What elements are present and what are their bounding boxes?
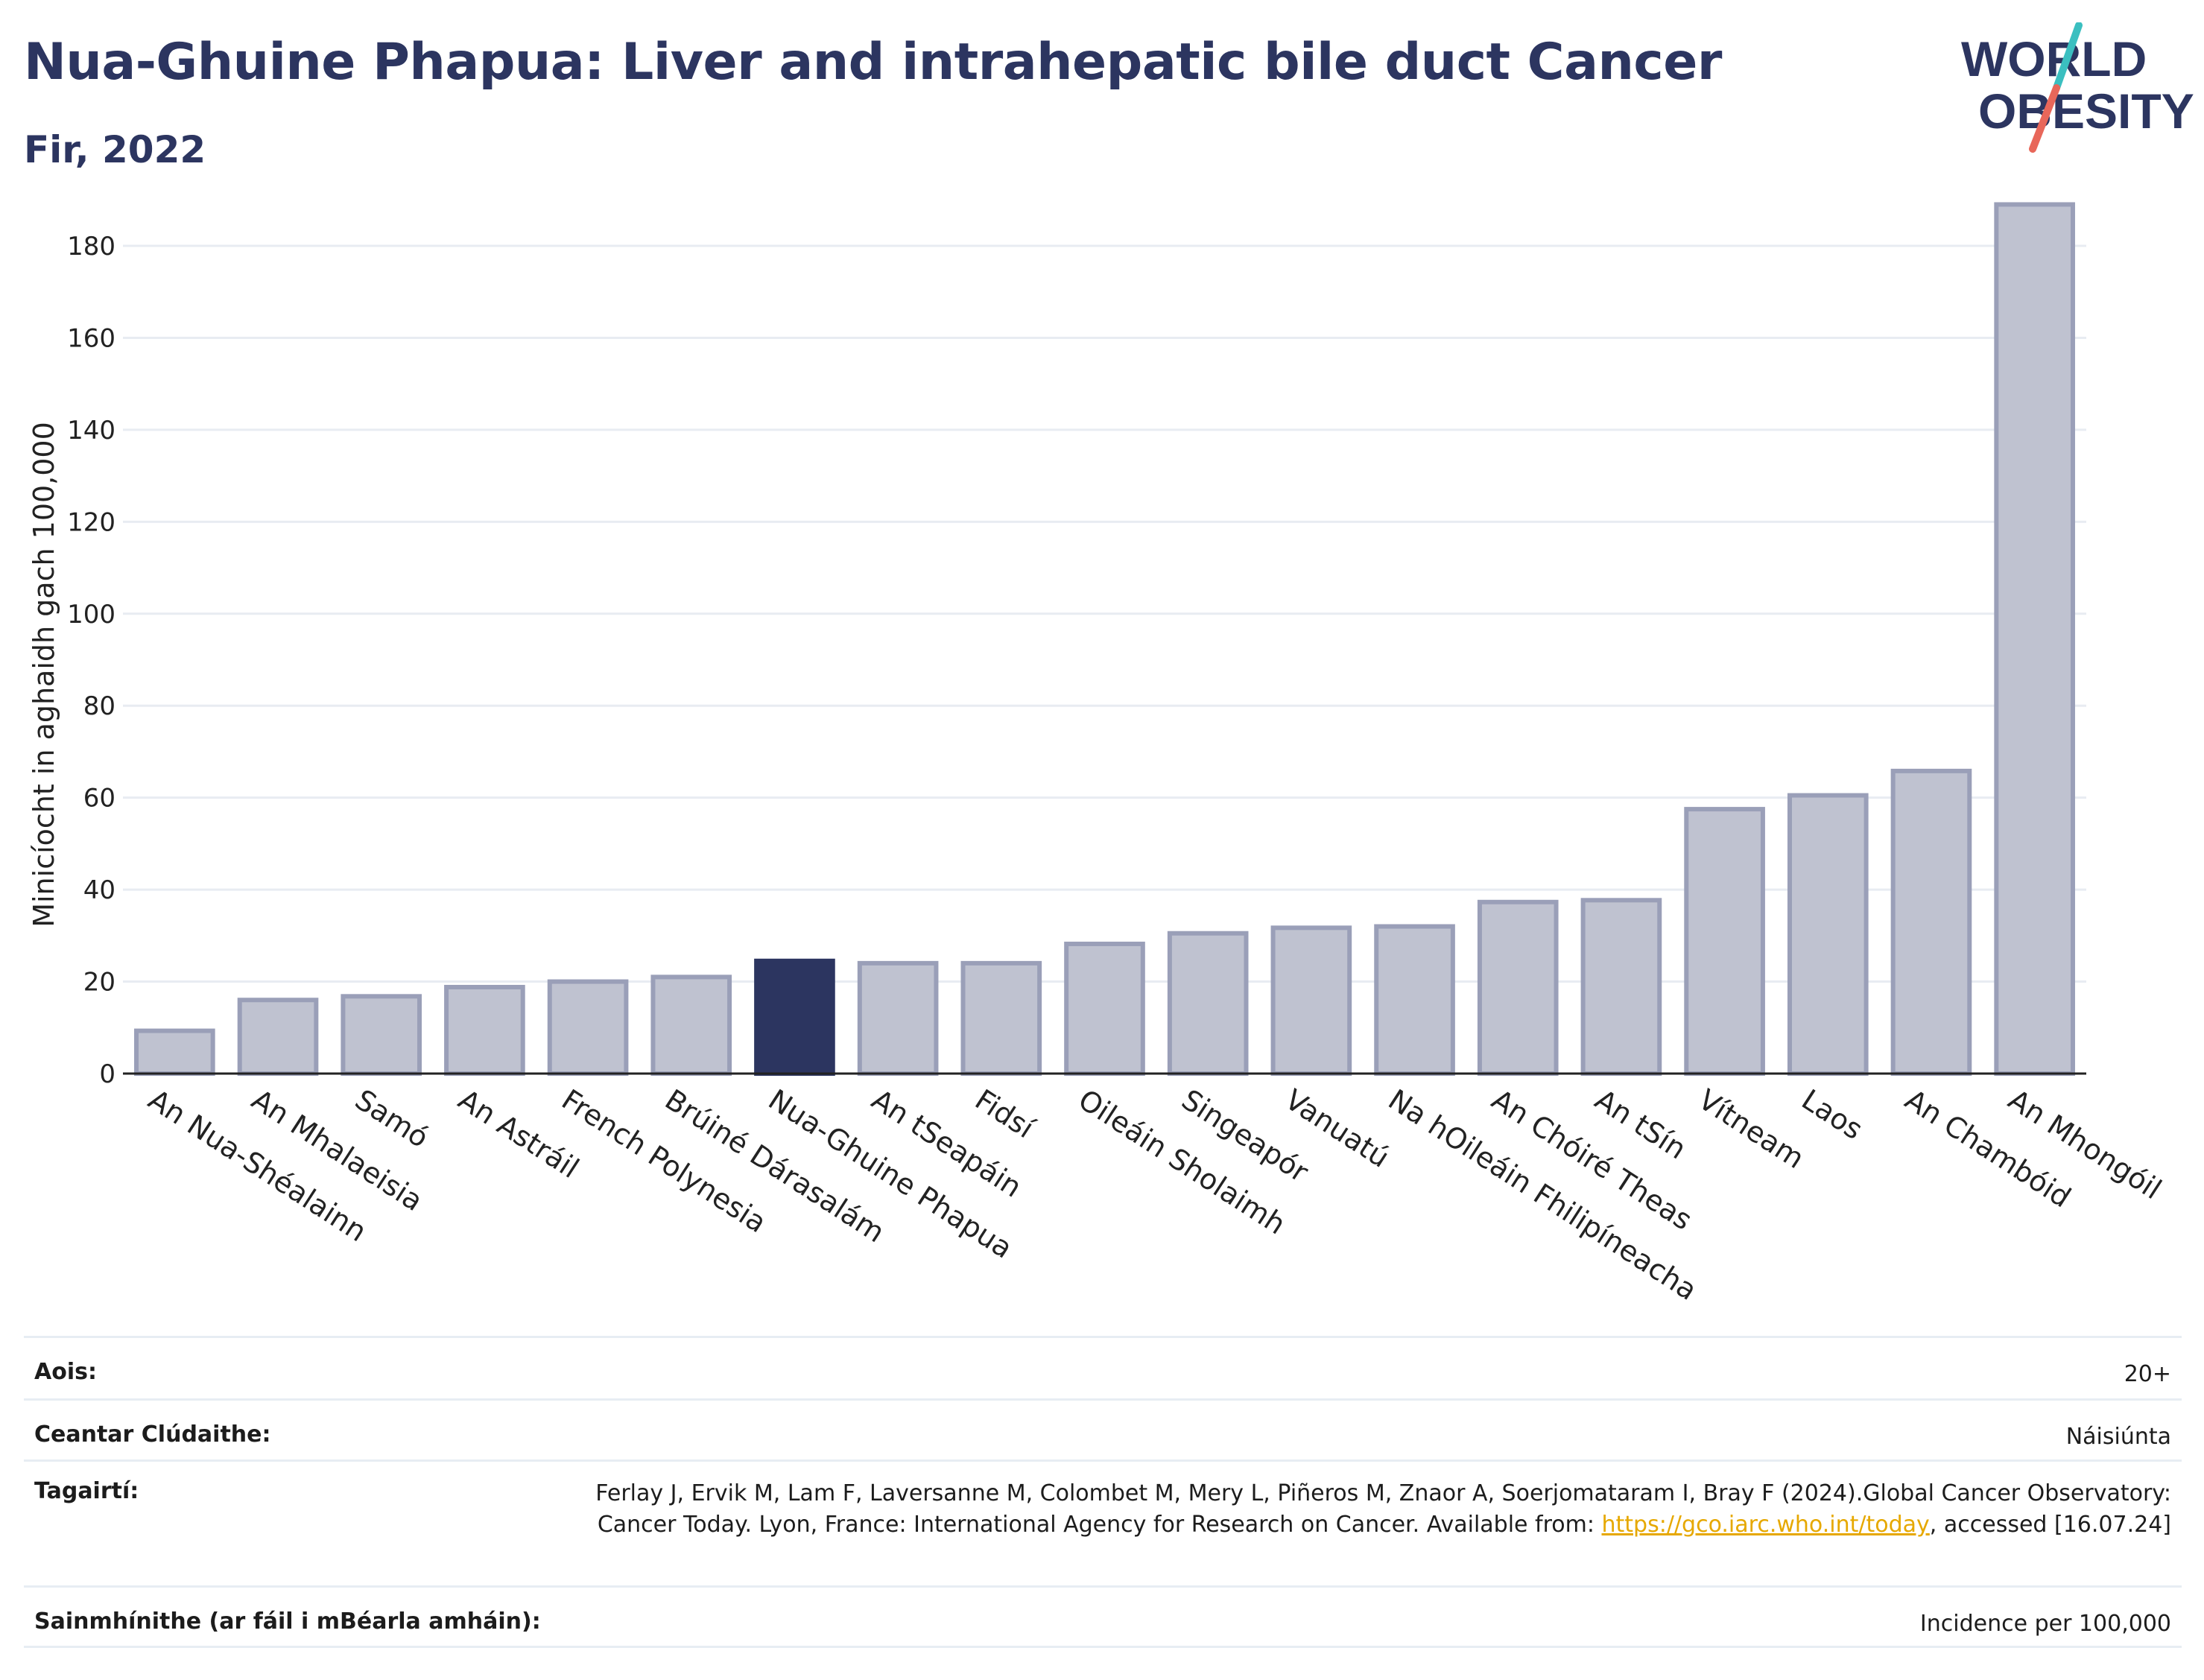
bar (1580, 898, 1662, 1077)
y-axis-label: Minicíocht in aghaidh gach 100,000 (28, 422, 60, 928)
bar (1167, 931, 1249, 1076)
x-tick-label: Vítneam (1693, 1083, 1810, 1176)
bar (1270, 925, 1352, 1077)
x-tick-label: Samó (349, 1083, 434, 1155)
x-tick-label: Laos (1796, 1083, 1868, 1147)
bar (650, 974, 732, 1076)
logo-line1: WORLD (1961, 31, 2147, 86)
bar (1064, 941, 1145, 1077)
meta-key-definitions: Sainmhínithe (ar fáil i mBéarla amháin): (34, 1608, 541, 1635)
meta-value-references: Ferlay J, Ervik M, Lam F, Laversanne M, … (569, 1478, 2171, 1541)
meta-key-references: Tagairtí: (34, 1478, 139, 1504)
y-tick-label: 100 (67, 600, 115, 630)
bar (1684, 807, 1765, 1076)
world-obesity-logo: WORLD OBESITY (1961, 22, 2194, 153)
bar (857, 960, 939, 1077)
bar (444, 984, 525, 1077)
bar (1890, 768, 1972, 1077)
page-title: Nua-Ghuine Phapua: Liver and intrahepati… (24, 33, 1722, 92)
bar (134, 1028, 215, 1077)
bar (341, 994, 422, 1076)
bar (1477, 899, 1559, 1077)
meta-row-references: Tagairtí: Ferlay J, Ervik M, Lam F, Lave… (24, 1459, 2182, 1585)
logo-slash-teal (2053, 22, 2083, 92)
logo-slash-red (2029, 84, 2060, 153)
y-tick-label: 140 (67, 416, 115, 446)
y-tick-label: 0 (99, 1059, 115, 1089)
page-subtitle: Fir, 2022 (24, 128, 206, 171)
meta-row-coverage: Ceantar Clúdaithe: Náisiúnta (24, 1398, 2182, 1459)
bar (754, 958, 835, 1076)
reference-link[interactable]: https://gco.iarc.who.int/today (1601, 1512, 1930, 1538)
bar (237, 998, 319, 1076)
meta-value-coverage: Náisiúnta (2065, 1424, 2171, 1450)
y-tick-label: 80 (83, 691, 115, 721)
reference-accessed: , accessed [16.07.24] (1929, 1512, 2171, 1538)
bar (1374, 924, 1455, 1076)
bar-chart: 0 20 40 60 80 100 120 140 160 180 Minicíocht in ag… (28, 202, 2167, 1307)
y-tick-label: 180 (67, 232, 115, 261)
reference-text: Ferlay J, Ervik M, Lam F, Laversanne M, … (595, 1480, 2171, 1538)
y-tick-label: 160 (67, 323, 115, 353)
y-tick-label: 120 (67, 507, 115, 537)
meta-row-age: Aois: 20+ (24, 1336, 2182, 1398)
y-tick-label: 40 (83, 875, 115, 905)
logo-line2: OBESITY (1978, 83, 2194, 139)
meta-key-coverage: Ceantar Clúdaithe: (34, 1421, 271, 1448)
metadata-table: Aois: 20+ Ceantar Clúdaithe: Náisiúnta T… (24, 1336, 2182, 1648)
meta-key-age: Aois: (34, 1359, 97, 1385)
meta-value-age: 20+ (2124, 1361, 2171, 1387)
y-tick-label: 20 (83, 968, 115, 998)
bar (547, 979, 629, 1076)
bar (1994, 202, 2075, 1077)
x-tick-label: Fidsí (969, 1083, 1041, 1146)
meta-row-definitions: Sainmhínithe (ar fáil i mBéarla amháin):… (24, 1585, 2182, 1648)
bar (1787, 793, 1869, 1076)
meta-value-definitions: Incidence per 100,000 (1919, 1611, 2171, 1637)
y-tick-label: 60 (83, 784, 115, 814)
bar (960, 960, 1042, 1077)
